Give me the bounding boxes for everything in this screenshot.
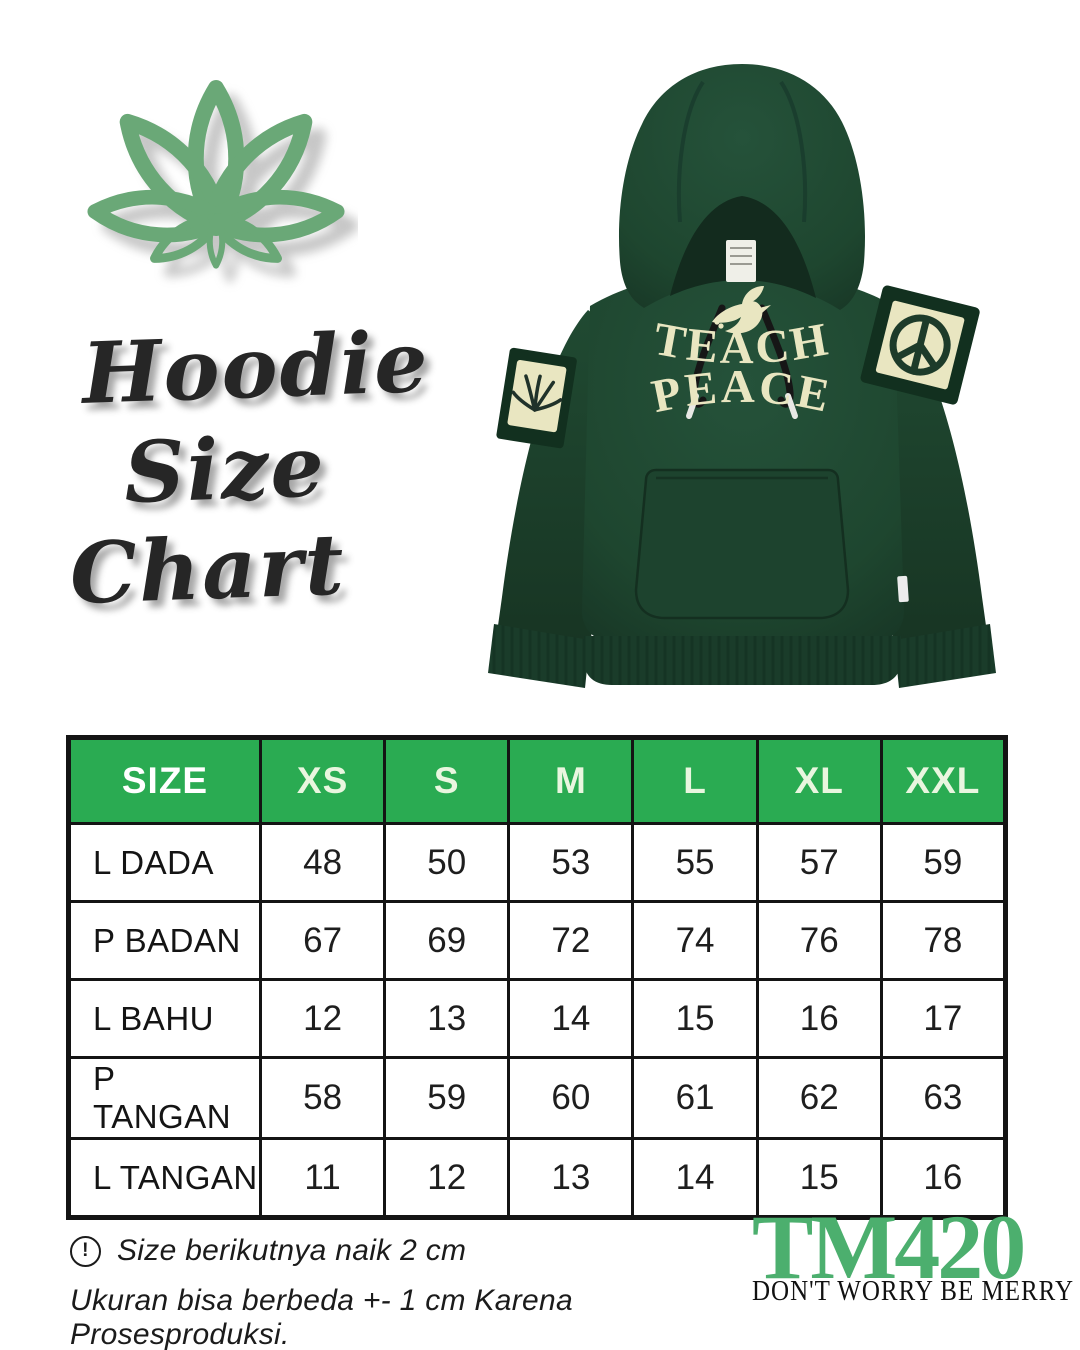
footer-notes: ! Size berikutnya naik 2 cm Ukuran bisa … [70,1234,730,1350]
size-value-cell: 62 [755,1056,883,1140]
brand-tagline: DON'T WORRY BE MERRY [752,1275,1075,1307]
title-line: Size [122,416,328,523]
size-value-cell: 53 [507,822,635,903]
size-value-cell: 74 [631,900,759,981]
size-table-header-xxl: XXL [879,736,1008,825]
row-label: P TANGAN [67,1056,262,1140]
size-value-cell: 59 [879,822,1008,903]
size-table-header-m: M [507,736,635,825]
hood [618,64,866,310]
title-line: Chart [68,514,348,624]
size-table-section: SIZE XS S M L XL XXL L DADA 48 50 53 55 57 59 P BADAN… [66,735,1008,1220]
right-cuff [894,624,996,688]
size-table-header-size: SIZE [67,736,262,825]
note-1-text: Size berikutnya naik 2 cm [117,1234,467,1267]
table-row: P BADAN 67 69 72 74 76 78 [67,900,1008,981]
note-line-1: ! Size berikutnya naik 2 cm [70,1234,730,1268]
size-value-cell: 76 [755,900,883,981]
hoodie-product-photo: TEACH PEACE [488,64,996,688]
size-value-cell: 63 [879,1056,1008,1140]
cannabis-leaf-logo-icon [78,62,358,347]
row-label: L TANGAN [67,1137,262,1219]
size-value-cell: 14 [507,978,635,1059]
size-value-cell: 13 [507,1137,635,1219]
brand-mark: TM420 DON'T WORRY BE MERRY [752,1196,1075,1307]
size-table-header-xl: XL [755,736,883,825]
note-2-text: Ukuran bisa berbeda +- 1 cm Karena Prose… [70,1284,573,1350]
dove-icon [712,286,771,334]
side-seam-tag [897,575,909,603]
hem-band [584,636,901,685]
row-label: P BADAN [67,900,262,981]
title-line: Hoodie [80,311,432,423]
size-value-cell: 57 [755,822,883,903]
size-value-cell: 15 [755,1137,883,1219]
size-value-cell: 16 [879,1137,1008,1219]
size-table-header-l: L [631,736,759,825]
brand-name: TM420 [752,1196,1026,1298]
size-value-cell: 13 [383,978,511,1059]
neck-tag [726,240,756,282]
size-value-cell: 50 [383,822,511,903]
kangaroo-pocket [634,468,850,620]
size-value-cell: 72 [507,900,635,981]
table-row: L BAHU 12 13 14 15 16 17 [67,978,1008,1059]
size-value-cell: 14 [631,1137,759,1219]
size-value-cell: 11 [258,1137,387,1219]
size-value-cell: 58 [258,1056,387,1140]
svg-text:PEACE: PEACE [648,361,837,423]
table-row: L TANGAN 11 12 13 14 15 16 [67,1137,1008,1219]
circled-exclamation-icon: ! [70,1235,101,1267]
drawstrings [686,304,798,419]
chest-print: TEACH PEACE [648,286,837,423]
size-value-cell: 60 [507,1056,635,1140]
page-title: Hoodie Size Chart [62,312,431,623]
row-label: L DADA [67,822,262,903]
size-table-header-xs: XS [258,736,387,825]
size-table-header-row: SIZE XS S M L XL XXL [67,736,1008,825]
size-value-cell: 16 [755,978,883,1059]
left-cuff [488,624,590,688]
size-value-cell: 48 [258,822,387,903]
size-value-cell: 17 [879,978,1008,1059]
size-value-cell: 61 [631,1056,759,1140]
size-value-cell: 55 [631,822,759,903]
chest-print-line1: TEACH [650,313,832,374]
size-value-cell: 12 [383,1137,511,1219]
chest-print-line2: PEACE [648,361,834,423]
row-label: L BAHU [67,978,262,1059]
size-value-cell: 67 [258,900,387,981]
table-row: P TANGAN 58 59 60 61 62 63 [67,1056,1008,1140]
size-value-cell: 78 [879,900,1008,981]
size-table: SIZE XS S M L XL XXL L DADA 48 50 53 55 57 59 P BADAN… [66,735,1008,1220]
note-line-2: Ukuran bisa berbeda +- 1 cm Karena Prose… [70,1284,730,1350]
table-row: L DADA 48 50 53 55 57 59 [67,822,1008,903]
size-value-cell: 12 [258,978,387,1059]
size-value-cell: 59 [383,1056,511,1140]
size-value-cell: 15 [631,978,759,1059]
svg-text:TEACH: TEACH [650,313,835,374]
size-table-header-s: S [383,736,511,825]
size-value-cell: 69 [383,900,511,981]
peace-patch-icon [860,285,980,405]
leaf-patch-icon [496,347,577,449]
